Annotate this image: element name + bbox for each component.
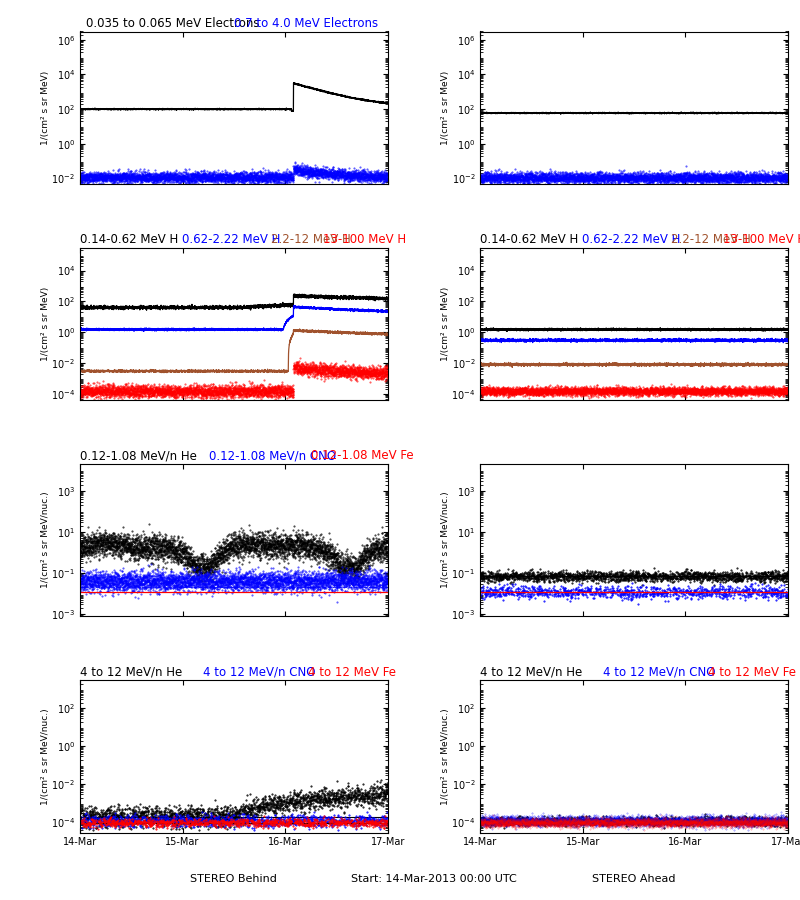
- Text: 13-100 MeV H: 13-100 MeV H: [723, 233, 800, 247]
- Text: 0.14-0.62 MeV H: 0.14-0.62 MeV H: [80, 233, 178, 247]
- Y-axis label: 1/(cm² s sr MeV): 1/(cm² s sr MeV): [41, 70, 50, 145]
- Text: 0.62-2.22 MeV H: 0.62-2.22 MeV H: [582, 233, 680, 247]
- Text: Start: 14-Mar-2013 00:00 UTC: Start: 14-Mar-2013 00:00 UTC: [351, 874, 517, 884]
- Text: STEREO Behind: STEREO Behind: [190, 874, 278, 884]
- Y-axis label: 1/(cm² s sr MeV): 1/(cm² s sr MeV): [441, 70, 450, 145]
- Text: 13-100 MeV H: 13-100 MeV H: [323, 233, 406, 247]
- Text: 0.62-2.22 MeV H: 0.62-2.22 MeV H: [182, 233, 280, 247]
- Text: STEREO Ahead: STEREO Ahead: [592, 874, 676, 884]
- Y-axis label: 1/(cm² s sr MeV/nuc.): 1/(cm² s sr MeV/nuc.): [441, 491, 450, 589]
- Text: 0.12-1.08 MeV/n He: 0.12-1.08 MeV/n He: [80, 449, 197, 463]
- Text: 4 to 12 MeV/n CNO: 4 to 12 MeV/n CNO: [203, 666, 316, 679]
- Text: 4 to 12 MeV/n He: 4 to 12 MeV/n He: [480, 666, 582, 679]
- Y-axis label: 1/(cm² s sr MeV/nuc.): 1/(cm² s sr MeV/nuc.): [41, 708, 50, 805]
- Y-axis label: 1/(cm² s sr MeV): 1/(cm² s sr MeV): [441, 287, 450, 361]
- Y-axis label: 1/(cm² s sr MeV/nuc.): 1/(cm² s sr MeV/nuc.): [41, 491, 50, 589]
- Text: 4 to 12 MeV/n CNO: 4 to 12 MeV/n CNO: [603, 666, 716, 679]
- Y-axis label: 1/(cm² s sr MeV): 1/(cm² s sr MeV): [41, 287, 50, 361]
- Text: 0.12-1.08 MeV/n CNO: 0.12-1.08 MeV/n CNO: [210, 449, 337, 463]
- Text: 4 to 12 MeV Fe: 4 to 12 MeV Fe: [708, 666, 796, 679]
- Text: 0.14-0.62 MeV H: 0.14-0.62 MeV H: [480, 233, 578, 247]
- Text: 4 to 12 MeV/n He: 4 to 12 MeV/n He: [80, 666, 182, 679]
- Text: 0.12-1.08 MeV Fe: 0.12-1.08 MeV Fe: [311, 449, 414, 463]
- Text: 4 to 12 MeV Fe: 4 to 12 MeV Fe: [308, 666, 396, 679]
- Text: 0.035 to 0.065 MeV Electrons: 0.035 to 0.065 MeV Electrons: [86, 17, 260, 30]
- Text: 2.2-12 MeV H: 2.2-12 MeV H: [271, 233, 350, 247]
- Text: 2.2-12 MeV H: 2.2-12 MeV H: [671, 233, 750, 247]
- Y-axis label: 1/(cm² s sr MeV/nuc.): 1/(cm² s sr MeV/nuc.): [441, 708, 450, 805]
- Text: 0.7 to 4.0 MeV Electrons: 0.7 to 4.0 MeV Electrons: [234, 17, 378, 30]
